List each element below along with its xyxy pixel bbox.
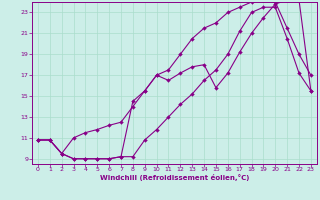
X-axis label: Windchill (Refroidissement éolien,°C): Windchill (Refroidissement éolien,°C) [100,174,249,181]
